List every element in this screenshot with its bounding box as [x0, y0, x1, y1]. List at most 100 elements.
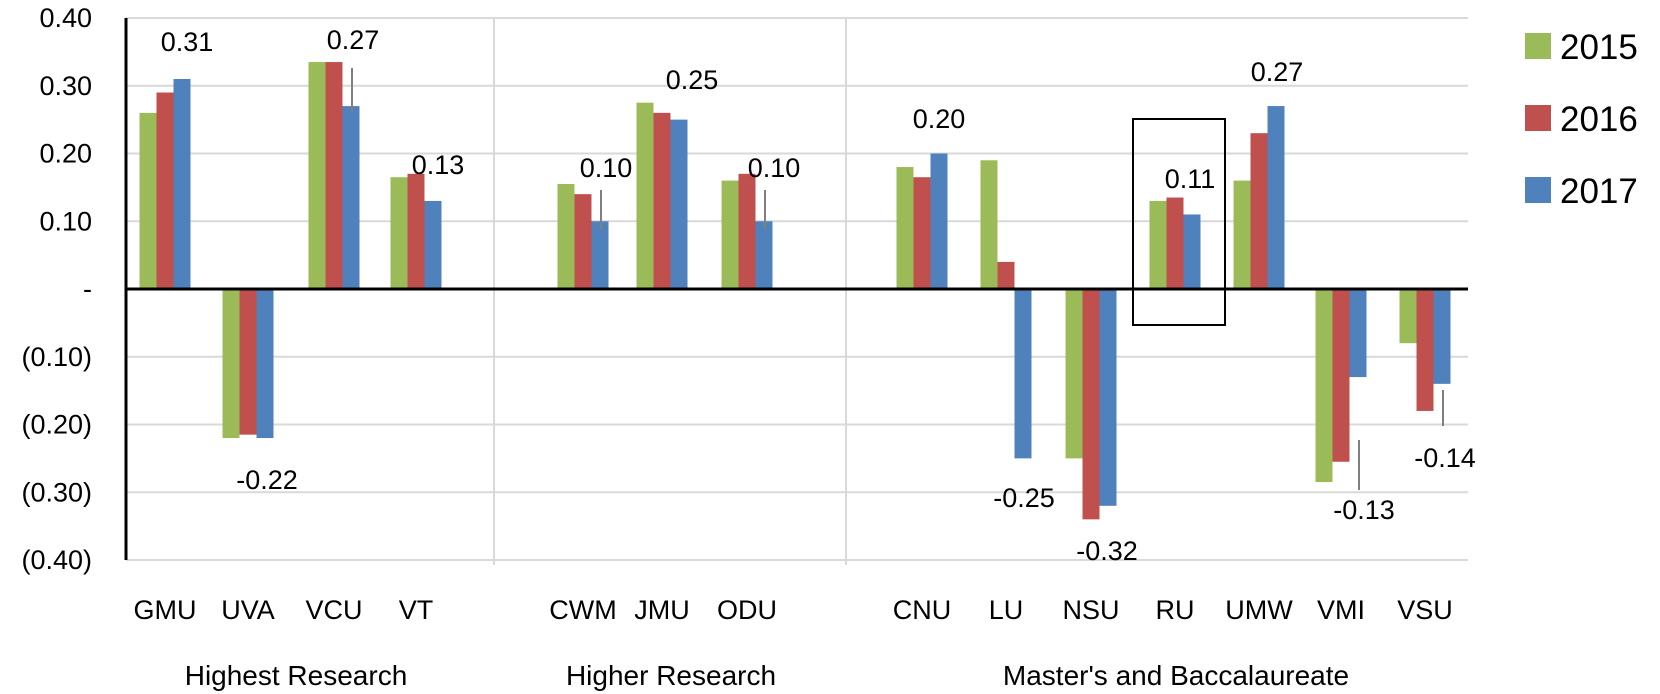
bars: [139, 62, 1451, 520]
category-label-cwm: CWM: [549, 595, 616, 625]
data-label-uva: -0.22: [236, 465, 298, 495]
bar-odu-2017: [755, 221, 773, 289]
bar-cnu-2017: [930, 153, 948, 289]
bar-vcu-2015: [308, 62, 326, 289]
y-tick-label: 0.30: [39, 71, 92, 101]
category-label-gmu: GMU: [134, 595, 197, 625]
category-label-vmi: VMI: [1317, 595, 1365, 625]
ru-highlight-box: [1132, 118, 1226, 326]
data-label-nsu: -0.32: [1076, 536, 1138, 566]
y-tick-label: 0.10: [39, 206, 92, 236]
category-label-lu: LU: [989, 595, 1024, 625]
category-label-umw: UMW: [1225, 595, 1293, 625]
bar-jmu-2015: [636, 102, 654, 289]
group-separators: [493, 18, 847, 565]
bar-jmu-2016: [653, 112, 671, 289]
category-label-odu: ODU: [717, 595, 777, 625]
data-label-cnu: 0.20: [913, 104, 966, 134]
group-label: Higher Research: [566, 660, 776, 691]
leader-lines: [351, 68, 1444, 490]
category-labels: GMU UVA VCU VT CWM JMU ODU CNU LU NSU RU UMW VMI VSU: [134, 595, 1453, 625]
category-label-ru: RU: [1156, 595, 1195, 625]
bar-cnu-2015: [896, 167, 914, 289]
data-labels: 0.31 -0.22 0.27 0.13 0.10 0.25 0.10 0.20 -0.25 -0…: [161, 25, 1476, 566]
data-label-vmi: -0.13: [1333, 495, 1395, 525]
bar-vcu-2017: [342, 106, 360, 289]
bar-uva-2015: [222, 289, 240, 439]
y-tick-label: (0.20): [21, 410, 92, 440]
data-label-cwm: 0.10: [580, 153, 633, 183]
bar-ru-2017: [1183, 214, 1201, 289]
axes: [124, 18, 1468, 560]
y-axis-ticks: 0.40 0.30 0.20 0.10 - (0.10) (0.20) (0.30) (0.40…: [21, 3, 92, 575]
bar-vsu-2015: [1399, 289, 1417, 344]
y-tick-label: -: [83, 274, 92, 304]
data-label-jmu: 0.25: [666, 65, 719, 95]
group-labels: Highest Research Higher Research Master's …: [185, 660, 1349, 691]
category-label-jmu: JMU: [634, 595, 690, 625]
data-label-vt: 0.13: [412, 150, 465, 180]
bar-umw-2017: [1267, 106, 1285, 289]
bar-umw-2016: [1250, 133, 1268, 289]
bar-vmi-2015: [1315, 289, 1333, 483]
legend-swatch-2017: [1525, 177, 1551, 203]
bar-vcu-2016: [325, 62, 343, 289]
bar-nsu-2016: [1082, 289, 1100, 520]
bar-umw-2015: [1233, 180, 1251, 289]
bar-ru-2016: [1166, 197, 1184, 289]
bar-cwm-2016: [574, 194, 592, 289]
legend-swatch-2016: [1525, 105, 1551, 131]
bar-vt-2015: [390, 177, 408, 289]
category-label-vt: VT: [399, 595, 434, 625]
bar-nsu-2015: [1065, 289, 1083, 459]
bar-nsu-2017: [1099, 289, 1117, 506]
bar-uva-2017: [256, 289, 274, 439]
data-label-odu: 0.10: [748, 153, 801, 183]
category-label-uva: UVA: [221, 595, 275, 625]
y-tick-label: (0.10): [21, 342, 92, 372]
legend: 2015 2016 2017: [1525, 28, 1638, 211]
bar-vsu-2016: [1416, 289, 1434, 411]
data-label-ru: 0.11: [1165, 164, 1216, 194]
bar-vsu-2017: [1433, 289, 1451, 384]
bar-gmu-2017: [173, 78, 191, 289]
bar-vmi-2016: [1332, 289, 1350, 462]
group-label: Highest Research: [185, 660, 408, 691]
bar-lu-2015: [980, 160, 998, 289]
data-label-gmu: 0.31: [161, 27, 214, 57]
bar-cwm-2015: [557, 183, 575, 289]
highlight-box: [1132, 118, 1226, 326]
legend-swatch-2015: [1525, 33, 1551, 59]
y-tick-label: 0.40: [39, 3, 92, 33]
data-label-vsu: -0.14: [1414, 443, 1476, 473]
bar-cnu-2016: [913, 177, 931, 289]
bar-vmi-2017: [1349, 289, 1367, 378]
category-label-cnu: CNU: [893, 595, 952, 625]
bar-gmu-2015: [139, 112, 157, 289]
bar-uva-2016: [239, 289, 257, 435]
y-tick-label: (0.30): [21, 477, 92, 507]
legend-label-2017: 2017: [1560, 172, 1638, 211]
bar-jmu-2017: [670, 119, 688, 289]
legend-label-2016: 2016: [1560, 100, 1638, 139]
category-label-nsu: NSU: [1062, 595, 1119, 625]
category-label-vsu: VSU: [1397, 595, 1453, 625]
bar-lu-2017: [1014, 289, 1032, 459]
bar-ru-2015: [1149, 200, 1167, 289]
bar-odu-2015: [721, 180, 739, 289]
bar-lu-2016: [997, 261, 1015, 289]
bar-vt-2017: [424, 200, 442, 289]
y-tick-label: (0.40): [21, 545, 92, 575]
data-label-vcu: 0.27: [327, 25, 380, 55]
y-tick-label: 0.20: [39, 139, 92, 169]
bar-gmu-2016: [156, 92, 174, 290]
bar-odu-2016: [738, 173, 756, 289]
data-label-umw: 0.27: [1251, 57, 1304, 87]
bar-cwm-2017: [591, 221, 609, 289]
group-label: Master's and Baccalaureate: [1003, 660, 1349, 691]
bar-vt-2016: [407, 173, 425, 289]
category-label-vcu: VCU: [305, 595, 362, 625]
data-label-lu: -0.25: [993, 483, 1055, 513]
legend-label-2015: 2015: [1560, 28, 1638, 67]
